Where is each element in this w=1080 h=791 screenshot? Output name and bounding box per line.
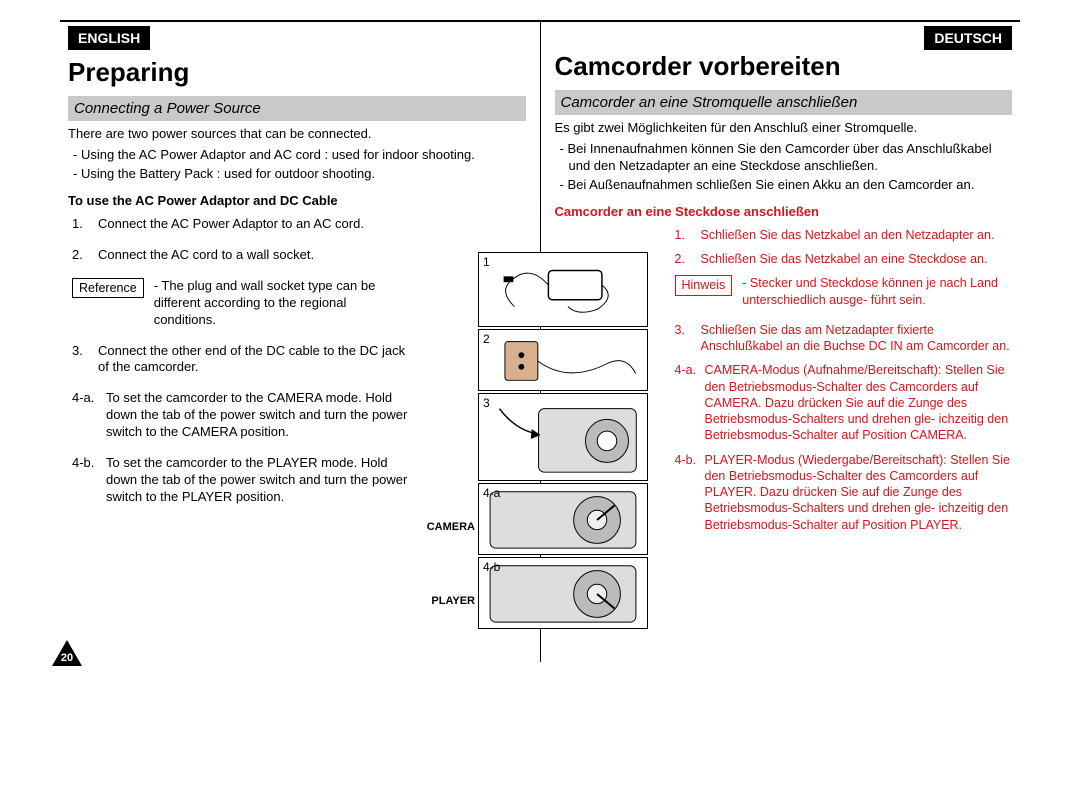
reference-label: Reference <box>72 278 144 298</box>
lang-badge-english: ENGLISH <box>68 26 150 50</box>
step-num: 4-a. <box>72 390 106 441</box>
power-switch-player-icon <box>479 558 647 628</box>
step-num: 2. <box>72 247 98 264</box>
step-de-2: 2. Schließen Sie das Netzkabel an eine S… <box>675 251 1013 267</box>
diagram-num: 4-a <box>483 486 500 502</box>
section-heading-deutsch: Camcorder an eine Stromquelle anschließe… <box>555 90 1013 116</box>
diagram-panel-1: 1 <box>478 252 648 327</box>
diagram-side-label-player: PLAYER <box>423 594 475 608</box>
step-text: To set the camcorder to the CAMERA mode.… <box>106 390 412 441</box>
intro-deutsch: Es gibt zwei Möglichkeiten für den Ansch… <box>555 120 1013 137</box>
title-deutsch: Camcorder vorbereiten <box>555 50 1013 84</box>
step-text: To set the camcorder to the PLAYER mode.… <box>106 455 412 506</box>
wall-socket-icon <box>479 330 647 390</box>
step-text: Schließen Sie das am Netzadapter fixiert… <box>701 322 1013 355</box>
step-num: 1. <box>72 216 98 233</box>
camcorder-dc-jack-icon <box>479 394 647 480</box>
step-num: 4-b. <box>675 452 705 533</box>
step-de-1: 1. Schließen Sie das Netzkabel an den Ne… <box>675 227 1013 243</box>
diagram-panel-3: 3 <box>478 393 648 481</box>
step-text: CAMERA-Modus (Aufnahme/Bereitschaft): St… <box>705 362 1013 443</box>
step-de-4a: 4-a. CAMERA-Modus (Aufnahme/Bereitschaft… <box>675 362 1013 443</box>
step-de-4b: 4-b. PLAYER-Modus (Wiedergabe/Bereitscha… <box>675 452 1013 533</box>
step-en-2: 2. Connect the AC cord to a wall socket. <box>72 247 412 264</box>
steps-english: 1. Connect the AC Power Adaptor to an AC… <box>72 216 412 506</box>
step-en-4b: 4-b. To set the camcorder to the PLAYER … <box>72 455 412 506</box>
title-english: Preparing <box>68 56 526 90</box>
step-num: 4-b. <box>72 455 106 506</box>
lang-badge-deutsch: DEUTSCH <box>924 26 1012 50</box>
step-text: Schließen Sie das Netzkabel an den Netza… <box>701 227 1013 243</box>
section-heading-english: Connecting a Power Source <box>68 96 526 122</box>
intro-english: There are two power sources that can be … <box>68 126 526 143</box>
step-en-4a: 4-a. To set the camcorder to the CAMERA … <box>72 390 412 441</box>
english-column: ENGLISH Preparing Connecting a Power Sou… <box>60 22 541 662</box>
reference-text-de: - Stecker und Steckdose können je nach L… <box>738 275 1012 308</box>
bullet-de-1: - Bei Innenaufnahmen können Sie den Camc… <box>555 141 1013 175</box>
step-text: Connect the AC Power Adaptor to an AC co… <box>98 216 412 233</box>
step-de-3: 3. Schließen Sie das am Netzadapter fixi… <box>675 322 1013 355</box>
step-en-3: 3. Connect the other end of the DC cable… <box>72 343 412 377</box>
reference-deutsch: Hinweis - Stecker und Steckdose können j… <box>675 275 1013 308</box>
step-text: PLAYER-Modus (Wiedergabe/Bereitschaft): … <box>705 452 1013 533</box>
diagram-num: 3 <box>483 396 490 412</box>
diagram-num: 1 <box>483 255 490 271</box>
subhead-deutsch: Camcorder an eine Steckdose anschließen <box>555 204 1013 221</box>
page-number-badge: 20 <box>52 640 82 666</box>
reference-label-de: Hinweis <box>675 275 733 295</box>
step-text: Connect the AC cord to a wall socket. <box>98 247 412 264</box>
diagram-panel-4a: 4-a CAMERA <box>478 483 648 555</box>
step-num: 3. <box>72 343 98 377</box>
diagram-num: 4-b <box>483 560 500 576</box>
step-text: Schließen Sie das Netzkabel an eine Stec… <box>701 251 1013 267</box>
step-num: 1. <box>675 227 701 243</box>
step-num: 3. <box>675 322 701 355</box>
diagram-num: 2 <box>483 332 490 348</box>
step-num: 2. <box>675 251 701 267</box>
subhead-english: To use the AC Power Adaptor and DC Cable <box>68 193 526 210</box>
bullet-en-2: - Using the Battery Pack : used for outd… <box>68 166 526 183</box>
page-number: 20 <box>61 652 73 664</box>
bullet-en-1: - Using the AC Power Adaptor and AC cord… <box>68 147 526 164</box>
bullet-de-2: - Bei Außenaufnahmen schließen Sie einen… <box>555 177 1013 194</box>
power-switch-camera-icon <box>479 484 647 554</box>
diagram-panel-2: 2 <box>478 329 648 391</box>
ac-adaptor-icon <box>479 253 647 326</box>
diagram-strip: 1 2 3 <box>478 252 648 631</box>
diagram-panel-4b: 4-b PLAYER <box>478 557 648 629</box>
step-num: 4-a. <box>675 362 705 443</box>
step-en-1: 1. Connect the AC Power Adaptor to an AC… <box>72 216 412 233</box>
manual-page: ENGLISH Preparing Connecting a Power Sou… <box>60 20 1020 662</box>
step-text: Connect the other end of the DC cable to… <box>98 343 412 377</box>
steps-deutsch: 1. Schließen Sie das Netzkabel an den Ne… <box>675 227 1013 533</box>
diagram-side-label-camera: CAMERA <box>423 520 475 534</box>
reference-english: Reference - The plug and wall socket typ… <box>72 278 412 329</box>
reference-text: - The plug and wall socket type can be d… <box>150 278 412 329</box>
